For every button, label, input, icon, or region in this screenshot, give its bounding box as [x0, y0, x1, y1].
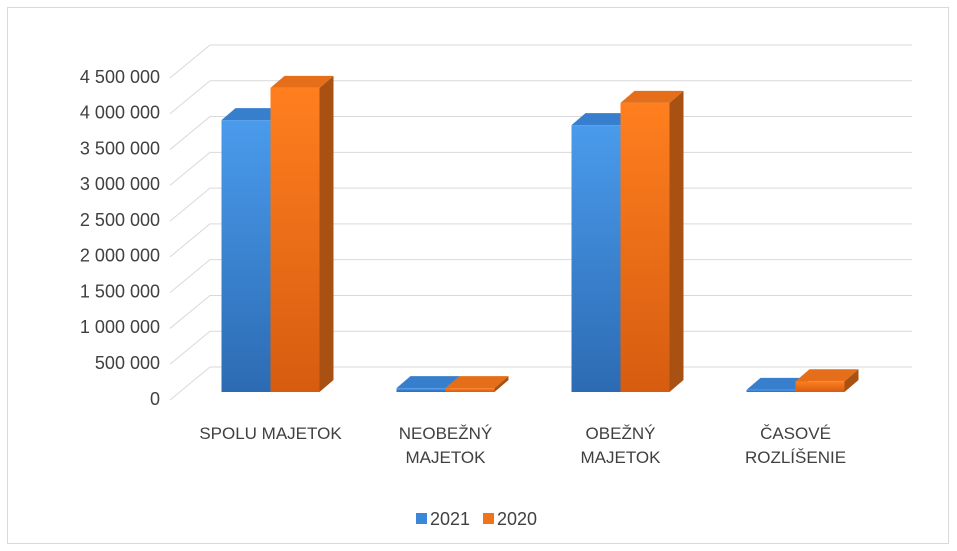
bar-front	[396, 388, 446, 392]
bar-top	[445, 376, 509, 389]
bar-side	[669, 90, 684, 392]
bar	[620, 90, 684, 392]
y-tick-label: 500 000	[95, 353, 160, 373]
bar	[795, 369, 859, 392]
bar-top	[571, 113, 635, 126]
bar-front	[270, 87, 320, 392]
bar-top	[270, 75, 334, 88]
bar-front	[571, 125, 621, 392]
y-tick-label: 2 500 000	[80, 210, 160, 230]
bar-front	[620, 102, 670, 392]
x-tick-label: OBEŽNÝ MAJETOK	[580, 424, 661, 467]
y-tick-label: 1 500 000	[80, 281, 160, 301]
bar-side	[494, 376, 509, 392]
y-tick-label: 4 500 000	[80, 67, 160, 87]
legend-label: 2020	[497, 509, 537, 529]
y-tick-label: 4 000 000	[80, 103, 160, 123]
bar-side	[844, 369, 859, 392]
bar-front	[746, 389, 796, 392]
y-tick-label: 3 500 000	[80, 138, 160, 158]
bar-side	[319, 75, 334, 392]
bar	[445, 376, 509, 392]
y-tick-label: 3 000 000	[80, 174, 160, 194]
bar-top	[221, 108, 285, 121]
legend-label: 2021	[430, 509, 470, 529]
x-tick-label: NEOBEŽNÝ MAJETOK	[398, 424, 493, 467]
grid-line	[169, 44, 912, 79]
bar-front	[795, 381, 845, 392]
bar-front	[221, 120, 271, 392]
grid-line	[169, 80, 912, 115]
y-tick-label: 0	[150, 389, 160, 409]
legend-swatch	[416, 513, 427, 524]
y-tick-label: 1 000 000	[80, 317, 160, 337]
bar-top	[620, 90, 684, 103]
chart-border	[7, 7, 949, 544]
x-tick-label: SPOLU MAJETOK	[199, 424, 342, 443]
legend-swatch	[483, 513, 494, 524]
bar-top	[795, 369, 859, 382]
bar-top	[396, 376, 460, 389]
x-tick-label: ČASOVÉ ROZLÍŠENIE	[744, 424, 847, 467]
bar-front	[445, 388, 495, 392]
bar-top	[746, 377, 810, 390]
bar	[270, 75, 334, 392]
y-tick-label: 2 000 000	[80, 246, 160, 266]
